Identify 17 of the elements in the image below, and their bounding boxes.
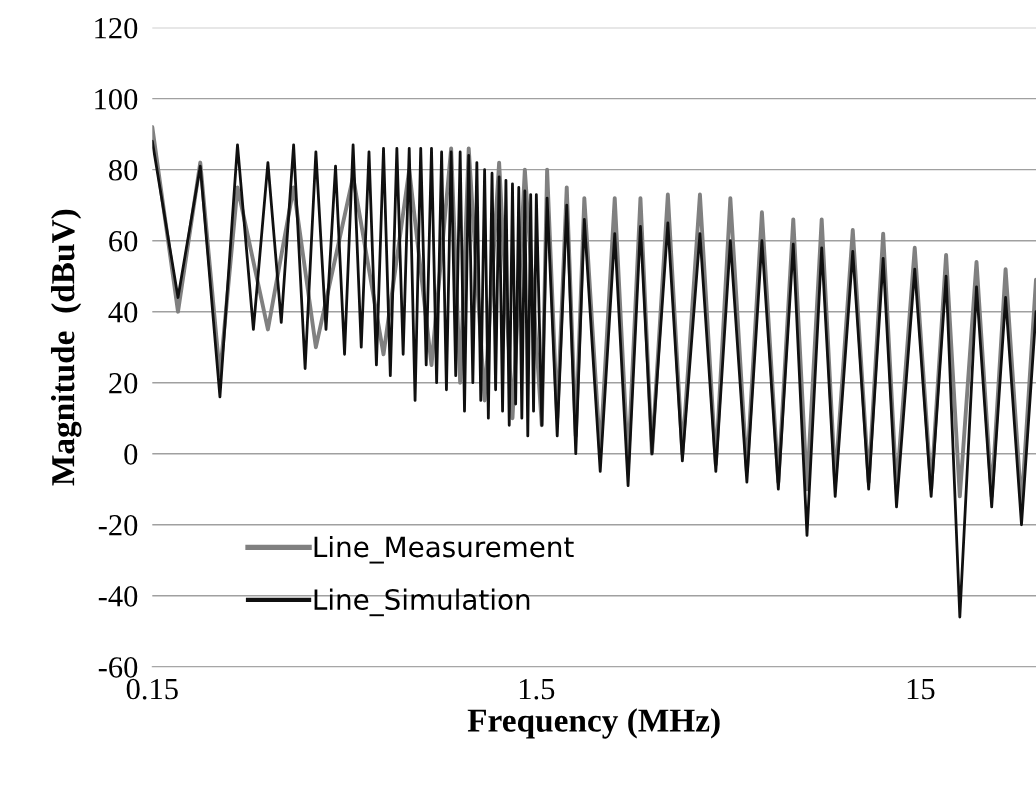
y-tick-label: 80 bbox=[109, 159, 138, 181]
y-tick-label: -40 bbox=[98, 586, 138, 607]
y-tick-label: 100 bbox=[95, 88, 138, 110]
y-axis-title: Magnitude (dBuV) bbox=[50, 209, 82, 486]
y-tick-label: 0 bbox=[124, 444, 138, 465]
y-tick-label: 40 bbox=[108, 301, 138, 323]
x-tick-label: 15 bbox=[907, 678, 935, 700]
x-tick-label: 1.5 bbox=[519, 678, 555, 700]
legend-label: Line_Simulation bbox=[314, 588, 530, 617]
y-tick-label: 120 bbox=[95, 17, 138, 39]
legend-label: Line_Measurement bbox=[314, 535, 574, 564]
x-axis-title: Frequency (MHz) bbox=[467, 708, 720, 739]
y-tick-label: 60 bbox=[109, 230, 138, 252]
y-tick-label: -20 bbox=[98, 515, 138, 536]
x-tick-label: 0.15 bbox=[126, 678, 178, 700]
y-tick-label: 20 bbox=[109, 372, 138, 394]
y-tick-label: -60 bbox=[98, 657, 138, 678]
